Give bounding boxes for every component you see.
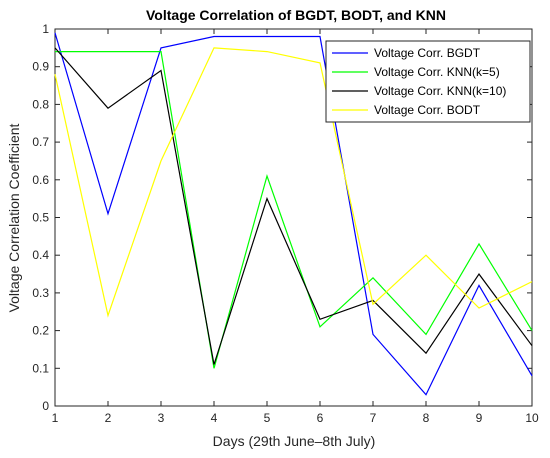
y-axis-label: Voltage Correlation Coefficient	[6, 123, 22, 312]
y-tick-label: 0.6	[32, 173, 49, 187]
y-tick-label: 0.9	[32, 60, 49, 74]
x-tick-label: 10	[525, 411, 539, 425]
y-tick-label: 0	[42, 399, 49, 413]
x-tick-label: 2	[105, 411, 112, 425]
axis-ticks: 1 2 3 4 5 6 7 8 9 10 0 0.1 0.2 0.3 0.4 0.5 0.6 0.7 0.8 0.9 1	[32, 22, 539, 425]
x-tick-label: 7	[370, 411, 377, 425]
x-tick-label: 4	[211, 411, 218, 425]
y-tick-label: 0.1	[32, 361, 49, 375]
y-tick-label: 0.4	[32, 248, 49, 262]
y-tick-label: 1	[42, 22, 49, 36]
legend-label: Voltage Corr. BGDT	[374, 46, 481, 60]
legend: Voltage Corr. BGDT Voltage Corr. KNN(k=5)…	[325, 40, 531, 123]
legend-box	[325, 40, 531, 123]
legend-label: Voltage Corr. BODT	[374, 103, 481, 117]
legend-label: Voltage Corr. KNN(k=10)	[374, 84, 506, 98]
x-tick-label: 1	[52, 411, 59, 425]
series-line	[54, 47, 533, 365]
x-tick-label: 6	[317, 411, 324, 425]
y-tick-label: 0.5	[32, 211, 49, 225]
chart-title: Voltage Correlation of BGDT, BODT, and K…	[146, 7, 446, 23]
legend-label: Voltage Corr. KNN(k=5)	[374, 65, 500, 79]
x-axis-label: Days (29th June–8th July)	[213, 433, 376, 449]
x-tick-label: 8	[423, 411, 430, 425]
x-tick-label: 9	[476, 411, 483, 425]
y-tick-label: 0.7	[32, 135, 49, 149]
series-line	[54, 32, 533, 396]
series-line	[55, 50, 533, 369]
y-tick-label: 0.8	[32, 97, 49, 111]
x-tick-label: 5	[264, 411, 271, 425]
series-line	[54, 47, 533, 318]
x-tick-label: 3	[158, 411, 165, 425]
y-tick-label: 0.3	[32, 286, 49, 300]
y-tick-label: 0.2	[32, 324, 49, 338]
series-lines	[54, 32, 533, 396]
